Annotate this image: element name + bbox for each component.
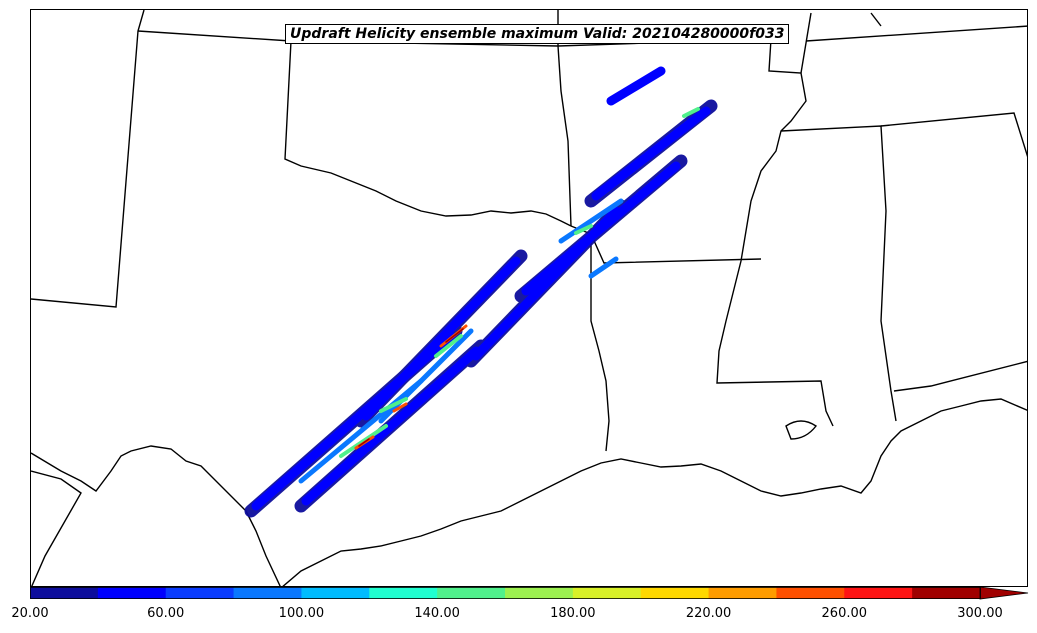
helicity-swaths bbox=[244, 66, 718, 518]
colorbar-outline bbox=[30, 587, 981, 599]
colorbar-segment bbox=[776, 587, 845, 599]
colorbar-segment bbox=[640, 587, 710, 599]
gulf-coast bbox=[282, 398, 1027, 586]
border-tx-panhandle-west bbox=[284, 40, 572, 227]
colorbar-tick-label: 60.00 bbox=[147, 606, 185, 621]
swath-green-layer bbox=[339, 107, 700, 458]
colorbar-segment bbox=[708, 587, 777, 599]
colorbar-tick-label: 220.00 bbox=[685, 606, 732, 621]
border-ky bbox=[870, 12, 882, 27]
swath-blue-layer bbox=[251, 66, 711, 511]
map-svg bbox=[31, 10, 1027, 586]
colorbar-tick-label: 20.00 bbox=[11, 606, 49, 621]
border-mo-tn bbox=[800, 12, 812, 74]
state-borders bbox=[31, 10, 1027, 586]
colorbar bbox=[30, 587, 1029, 600]
colorbar-segment bbox=[165, 587, 235, 599]
map-title: Updraft Helicity ensemble maximum Valid:… bbox=[285, 24, 790, 44]
border-tx-mexico bbox=[31, 445, 281, 586]
colorbar-segment bbox=[912, 587, 981, 599]
colorbar-tick-label: 180.00 bbox=[550, 606, 596, 621]
colorbar-tick-label: 140.00 bbox=[414, 606, 460, 621]
border-nm-west bbox=[31, 10, 145, 308]
border-al-ga bbox=[880, 112, 1027, 157]
map-panel: Updraft Helicity ensemble maximum Valid:… bbox=[30, 9, 1028, 587]
border-mexico-inner bbox=[31, 470, 82, 586]
colorbar-tick-label: 100.00 bbox=[278, 606, 325, 621]
border-al-fl bbox=[893, 360, 1027, 392]
colorbar-segment bbox=[369, 587, 438, 599]
border-tx-la bbox=[590, 234, 610, 452]
colorbar-segment bbox=[301, 587, 370, 599]
colorbar-segment bbox=[505, 587, 574, 599]
colorbar-tick-label: 260.00 bbox=[821, 606, 868, 621]
colorbar-segment bbox=[437, 587, 506, 599]
border-ok-ar bbox=[557, 45, 572, 227]
swath-light-blue-layer bbox=[298, 198, 624, 484]
colorbar-segment bbox=[97, 587, 167, 599]
colorbar-extend-arrow bbox=[979, 587, 1029, 600]
border-tn bbox=[805, 25, 1027, 42]
colorbar-segment bbox=[844, 587, 913, 599]
colorbar-segment bbox=[233, 587, 302, 599]
border-ms-al bbox=[780, 125, 897, 422]
border-nm-tx bbox=[137, 30, 292, 42]
swath-max-core bbox=[358, 328, 464, 447]
mississippi-river bbox=[716, 38, 834, 427]
lake-pontchartrain bbox=[785, 420, 818, 440]
colorbar-tick-label: 300.00 bbox=[957, 606, 1003, 621]
colorbar-segment bbox=[30, 587, 99, 599]
colorbar-segment bbox=[572, 587, 642, 599]
